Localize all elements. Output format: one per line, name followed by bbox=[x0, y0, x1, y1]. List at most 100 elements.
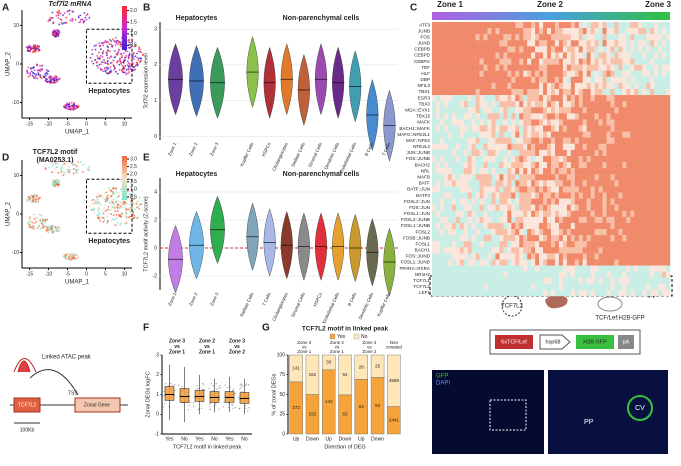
heat-cell bbox=[543, 131, 548, 138]
gene-label: FOSB::JUNB bbox=[403, 235, 430, 240]
jitter-dot bbox=[241, 385, 243, 387]
cell-dot bbox=[37, 50, 40, 52]
heat-cell bbox=[618, 216, 623, 224]
heat-cell bbox=[602, 186, 607, 193]
cell-dot bbox=[116, 196, 118, 199]
heat-cell bbox=[574, 277, 579, 285]
x-tick-label: Up bbox=[293, 436, 300, 442]
heat-cell bbox=[586, 253, 591, 260]
heat-cell bbox=[610, 253, 615, 260]
heat-cell bbox=[523, 95, 528, 102]
heat-cell bbox=[459, 70, 464, 77]
heat-cell bbox=[642, 204, 647, 211]
cell-dot bbox=[59, 18, 62, 21]
cell-dot bbox=[81, 171, 84, 173]
heat-cell bbox=[475, 253, 480, 260]
heat-cell bbox=[634, 277, 639, 285]
cell-dot bbox=[105, 66, 108, 69]
jitter-dot bbox=[226, 386, 229, 389]
heat-cell bbox=[503, 204, 508, 211]
jitter-dot bbox=[163, 402, 166, 405]
heat-cell bbox=[610, 125, 615, 132]
heat-cell bbox=[582, 34, 587, 41]
cell-dot bbox=[64, 254, 67, 256]
heat-cell bbox=[578, 229, 583, 236]
heat-cell bbox=[594, 125, 599, 132]
heat-cell bbox=[574, 64, 579, 71]
cell-dot bbox=[120, 201, 123, 204]
heat-cell bbox=[535, 131, 540, 138]
heat-cell bbox=[443, 235, 449, 242]
heat-cell bbox=[666, 125, 671, 132]
heat-cell bbox=[547, 22, 552, 29]
cell-dot bbox=[54, 77, 56, 80]
value-label: 273 bbox=[292, 405, 300, 410]
heat-cell bbox=[495, 247, 500, 254]
heat-cell bbox=[447, 210, 453, 218]
heat-cell bbox=[586, 186, 591, 193]
heat-cell bbox=[654, 52, 659, 59]
cell-dot bbox=[44, 77, 47, 80]
heat-cell bbox=[646, 149, 651, 157]
cell-dot bbox=[36, 226, 39, 229]
cell-dot bbox=[69, 169, 72, 171]
heat-cell bbox=[554, 52, 560, 59]
heat-cell bbox=[467, 198, 472, 205]
heat-cell bbox=[511, 131, 516, 138]
heat-cell bbox=[590, 235, 595, 242]
heat-cell bbox=[515, 277, 520, 285]
heat-cell bbox=[646, 52, 651, 59]
heat-cell bbox=[558, 95, 564, 102]
heat-cell bbox=[654, 101, 659, 108]
heat-cell bbox=[483, 241, 488, 248]
heat-cell bbox=[654, 192, 659, 199]
jitter-dot bbox=[223, 401, 225, 403]
heat-cell bbox=[547, 174, 552, 181]
heat-cell bbox=[614, 40, 619, 47]
gene-label: TBX1 bbox=[419, 89, 431, 94]
heat-cell bbox=[662, 95, 667, 102]
gene-label: BATF bbox=[419, 181, 431, 186]
heat-cell bbox=[594, 131, 599, 138]
cell-dot bbox=[119, 41, 121, 44]
cell-dot bbox=[66, 102, 69, 105]
heat-cell bbox=[547, 113, 552, 120]
heat-cell bbox=[539, 259, 544, 266]
heat-cell bbox=[642, 107, 647, 114]
cell-dot bbox=[112, 198, 115, 201]
heat-cell bbox=[662, 119, 667, 126]
heat-cell bbox=[515, 137, 520, 144]
heat-cell bbox=[551, 131, 556, 138]
heat-cell bbox=[503, 34, 508, 41]
heat-cell bbox=[658, 76, 663, 84]
heat-cell bbox=[519, 210, 524, 218]
heat-cell bbox=[507, 277, 512, 285]
heat-cell bbox=[507, 125, 512, 132]
heat-cell bbox=[491, 259, 496, 266]
heat-cell bbox=[638, 143, 643, 151]
heat-cell bbox=[622, 137, 627, 144]
heat-cell bbox=[578, 76, 583, 84]
heat-cell bbox=[483, 192, 488, 199]
heat-cell bbox=[515, 216, 520, 224]
cell-dot bbox=[125, 201, 128, 204]
heat-cell bbox=[447, 253, 453, 260]
heat-cell bbox=[535, 119, 540, 126]
heat-cell bbox=[626, 283, 631, 291]
heat-cell bbox=[622, 28, 627, 35]
heat-cell bbox=[507, 241, 512, 248]
heat-cell bbox=[574, 76, 579, 84]
heat-cell bbox=[547, 40, 552, 47]
heat-cell bbox=[622, 271, 627, 278]
heat-cell bbox=[618, 76, 623, 84]
cell-dot bbox=[112, 214, 115, 217]
heat-cell bbox=[495, 119, 500, 126]
heat-cell bbox=[570, 265, 575, 272]
heat-cell bbox=[590, 119, 595, 126]
heat-cell bbox=[594, 95, 599, 102]
heat-cell bbox=[650, 210, 655, 218]
x-tick-label: -15 bbox=[26, 271, 33, 277]
heat-cell bbox=[519, 107, 524, 114]
heat-cell bbox=[650, 76, 655, 84]
heat-cell bbox=[539, 143, 544, 151]
